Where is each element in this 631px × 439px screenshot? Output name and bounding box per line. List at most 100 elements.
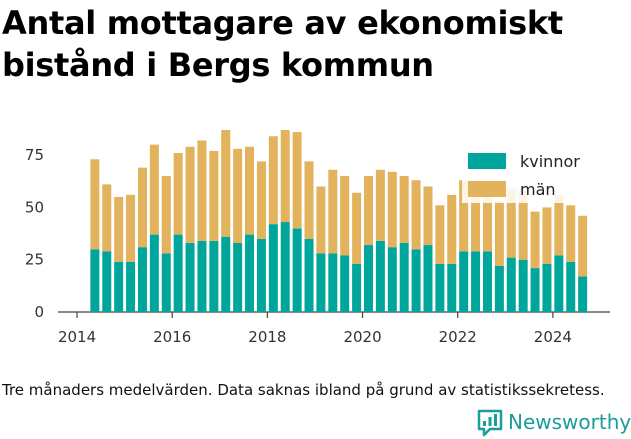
- bar-man: [114, 196, 124, 262]
- bar-man: [304, 161, 314, 239]
- bar-man: [471, 192, 481, 252]
- bar-man: [245, 146, 255, 235]
- bar-man: [197, 140, 207, 241]
- bar-man: [268, 136, 278, 225]
- bar-kvinnor: [423, 245, 433, 312]
- bar-man: [149, 144, 159, 235]
- bar-man: [352, 192, 362, 264]
- y-axis: 0 25 50 75: [25, 146, 44, 321]
- bar-man: [554, 194, 564, 256]
- bar-man: [137, 167, 147, 248]
- bar-man: [102, 184, 112, 252]
- x-axis: 2014 2016 2018 2020 2022 2024: [58, 311, 610, 346]
- bar-man: [316, 186, 326, 254]
- legend-swatch-man: [468, 181, 506, 197]
- bar-man: [221, 130, 231, 237]
- bar-kvinnor: [447, 263, 457, 312]
- bar-kvinnor: [364, 245, 373, 312]
- bar-man: [173, 153, 183, 235]
- brand-name: Newsworthy: [508, 410, 631, 434]
- bar-kvinnor: [375, 240, 385, 312]
- bar-kvinnor: [268, 224, 278, 312]
- bar-kvinnor: [114, 261, 124, 312]
- bar-kvinnor: [328, 253, 338, 312]
- bar-man: [411, 180, 421, 250]
- bar-kvinnor: [245, 234, 255, 312]
- bar-man: [459, 180, 469, 252]
- bar-chart-speech-bubble-icon: [477, 409, 503, 437]
- bar-man: [387, 171, 397, 248]
- footnote: Tre månaders medelvärden. Data saknas ib…: [2, 381, 605, 399]
- bar-kvinnor: [280, 222, 290, 312]
- bar-kvinnor: [161, 253, 171, 312]
- bar-kvinnor: [102, 251, 112, 312]
- bar-man: [292, 132, 302, 229]
- y-tick-label: 25: [25, 251, 44, 269]
- bar-kvinnor: [387, 247, 397, 312]
- bar-kvinnor: [149, 234, 159, 312]
- bar-man: [506, 188, 516, 258]
- bar-man: [209, 150, 219, 241]
- bar-kvinnor: [304, 238, 314, 312]
- bar-kvinnor: [518, 259, 528, 312]
- bar-kvinnor: [221, 236, 231, 312]
- bar-man: [364, 176, 373, 246]
- bar-man: [435, 205, 445, 264]
- x-tick-label: 2020: [343, 328, 381, 346]
- bar-kvinnor: [233, 242, 243, 312]
- bar-man: [340, 176, 350, 256]
- y-tick-label: 75: [25, 146, 44, 164]
- bar-kvinnor: [197, 240, 207, 312]
- bar-man: [90, 159, 100, 250]
- newsworthy-logo[interactable]: Newsworthy: [476, 408, 631, 438]
- bar-kvinnor: [399, 242, 409, 312]
- bar-kvinnor: [459, 251, 469, 312]
- bar-kvinnor: [494, 265, 504, 312]
- y-tick-label: 0: [34, 303, 44, 321]
- y-tick-label: 50: [25, 198, 44, 216]
- bar-kvinnor: [411, 249, 421, 312]
- bar-kvinnor: [566, 261, 576, 312]
- bar-kvinnor: [435, 263, 445, 312]
- legend-label-kvinnor: kvinnor: [520, 152, 580, 171]
- x-tick-label: 2014: [58, 328, 96, 346]
- bar-kvinnor: [554, 255, 564, 312]
- bar-kvinnor: [471, 251, 481, 312]
- bar-man: [280, 130, 290, 223]
- bar-man: [482, 190, 492, 252]
- bar-kvinnor: [185, 242, 195, 312]
- bar-man: [542, 207, 552, 264]
- bar-kvinnor: [542, 263, 552, 312]
- bar-kvinnor: [506, 257, 516, 312]
- bar-kvinnor: [209, 240, 219, 312]
- bar-kvinnor: [137, 247, 147, 312]
- bar-man: [518, 190, 528, 260]
- bar-man: [375, 169, 385, 241]
- bar-man: [233, 148, 243, 243]
- bar-kvinnor: [126, 261, 136, 312]
- stacked-bar-chart: 0 25 50 75 2014 2016 2018 2020 2022 2024 kvinnor…: [25, 130, 610, 346]
- legend-swatch-kvinnor: [468, 153, 506, 169]
- bars-group: [90, 130, 588, 312]
- bar-kvinnor: [530, 268, 540, 312]
- bar-kvinnor: [173, 234, 183, 312]
- x-tick-label: 2018: [248, 328, 286, 346]
- bar-man: [566, 205, 576, 262]
- bar-man: [161, 176, 171, 254]
- bar-kvinnor: [340, 255, 350, 312]
- legend-label-man: män: [520, 180, 556, 199]
- bar-man: [126, 194, 136, 262]
- bar-man: [256, 161, 266, 239]
- x-tick-label: 2024: [534, 328, 572, 346]
- bar-man: [578, 215, 588, 277]
- x-tick-label: 2016: [153, 328, 191, 346]
- bar-man: [447, 194, 457, 264]
- bar-kvinnor: [352, 263, 362, 312]
- legend: kvinnor män: [462, 143, 596, 203]
- bar-kvinnor: [292, 228, 302, 312]
- bar-man: [423, 186, 433, 246]
- bar-kvinnor: [316, 253, 326, 312]
- bar-man: [494, 201, 504, 266]
- bar-man: [328, 169, 338, 254]
- bar-kvinnor: [482, 251, 492, 312]
